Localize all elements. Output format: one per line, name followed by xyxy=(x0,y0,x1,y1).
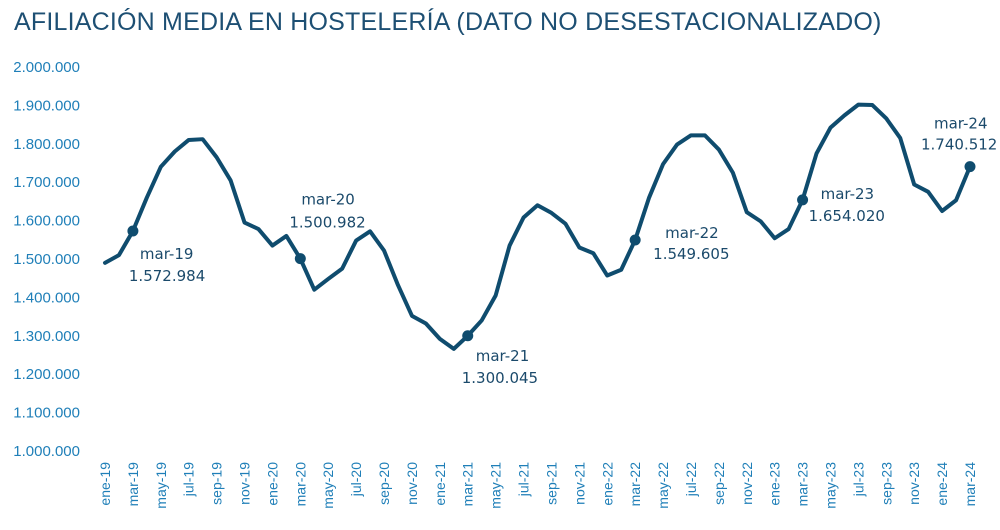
x-tick-label: sep-23 xyxy=(878,462,894,505)
x-tick-label: sep-21 xyxy=(543,462,559,505)
x-tick-label: ene-21 xyxy=(432,462,448,506)
x-tick-label: mar-20 xyxy=(292,462,308,507)
y-tick-label: 1.100.000 xyxy=(13,405,80,422)
x-tick-label: sep-22 xyxy=(711,462,727,505)
annotation-value-label: 1.500.982 xyxy=(289,214,365,232)
annotation-marker xyxy=(797,194,809,206)
x-tick-label: may-19 xyxy=(153,462,169,509)
annotation-value-label: 1.549.605 xyxy=(653,245,729,263)
x-tick-label: sep-20 xyxy=(376,462,392,505)
x-tick-label: mar-24 xyxy=(962,462,978,507)
x-tick-label: nov-22 xyxy=(739,462,755,505)
y-tick-label: 1.300.000 xyxy=(13,328,80,345)
x-tick-label: nov-23 xyxy=(906,462,922,505)
y-tick-label: 1.500.000 xyxy=(13,251,80,268)
x-tick-label: mar-22 xyxy=(627,462,643,507)
x-tick-label: mar-19 xyxy=(125,462,141,507)
annotation-month-label: mar-19 xyxy=(140,245,194,263)
x-tick-label: ene-23 xyxy=(767,462,783,506)
x-tick-label: jul-19 xyxy=(181,462,197,497)
annotation-marker xyxy=(294,253,306,265)
x-tick-label: jul-20 xyxy=(348,462,364,497)
series-line xyxy=(103,102,972,351)
x-tick-label: may-22 xyxy=(655,462,671,509)
x-tick-label: nov-20 xyxy=(404,462,420,505)
chart-title: AFILIACIÓN MEDIA EN HOSTELERÍA (DATO NO … xyxy=(14,8,882,36)
y-tick-label: 1.900.000 xyxy=(13,97,80,114)
x-tick-label: jul-21 xyxy=(516,462,532,497)
y-tick-label: 2.000.000 xyxy=(13,59,80,76)
y-tick-label: 1.200.000 xyxy=(13,366,80,383)
x-tick-label: ene-22 xyxy=(599,462,615,506)
annotation-value-label: 1.572.984 xyxy=(129,267,205,285)
x-tick-label: mar-21 xyxy=(460,462,476,507)
x-tick-label: may-20 xyxy=(320,462,336,509)
x-tick-label: may-23 xyxy=(822,462,838,509)
x-tick-label: ene-24 xyxy=(934,462,950,506)
y-tick-label: 1.600.000 xyxy=(13,213,80,230)
x-tick-label: mar-23 xyxy=(795,462,811,507)
y-tick-label: 1.000.000 xyxy=(13,443,80,460)
annotation-month-label: mar-20 xyxy=(301,191,355,209)
x-tick-label: sep-19 xyxy=(209,462,225,505)
annotation-marker xyxy=(629,234,641,246)
x-tick-label: nov-19 xyxy=(237,462,253,505)
annotation-marker xyxy=(127,225,139,237)
x-tick-label: jul-23 xyxy=(850,462,866,497)
x-tick-label: nov-21 xyxy=(571,462,587,505)
x-tick-label: jul-22 xyxy=(683,462,699,497)
x-tick-label: ene-20 xyxy=(264,462,280,506)
annotation-marker xyxy=(964,161,976,173)
y-tick-label: 1.800.000 xyxy=(13,136,80,153)
x-tick-label: may-21 xyxy=(488,462,504,509)
y-tick-label: 1.700.000 xyxy=(13,174,80,191)
annotation-month-label: mar-23 xyxy=(821,185,875,203)
annotation-value-label: 1.300.045 xyxy=(462,369,538,387)
x-tick-label: ene-19 xyxy=(97,462,113,506)
annotation-month-label: mar-21 xyxy=(476,347,530,365)
annotation-value-label: 1.740.512 xyxy=(921,136,997,154)
annotation-marker xyxy=(462,330,474,342)
annotation-value-label: 1.654.020 xyxy=(809,207,885,225)
y-tick-label: 1.400.000 xyxy=(13,289,80,306)
annotation-month-label: mar-24 xyxy=(934,115,988,133)
annotation-month-label: mar-22 xyxy=(665,224,719,242)
